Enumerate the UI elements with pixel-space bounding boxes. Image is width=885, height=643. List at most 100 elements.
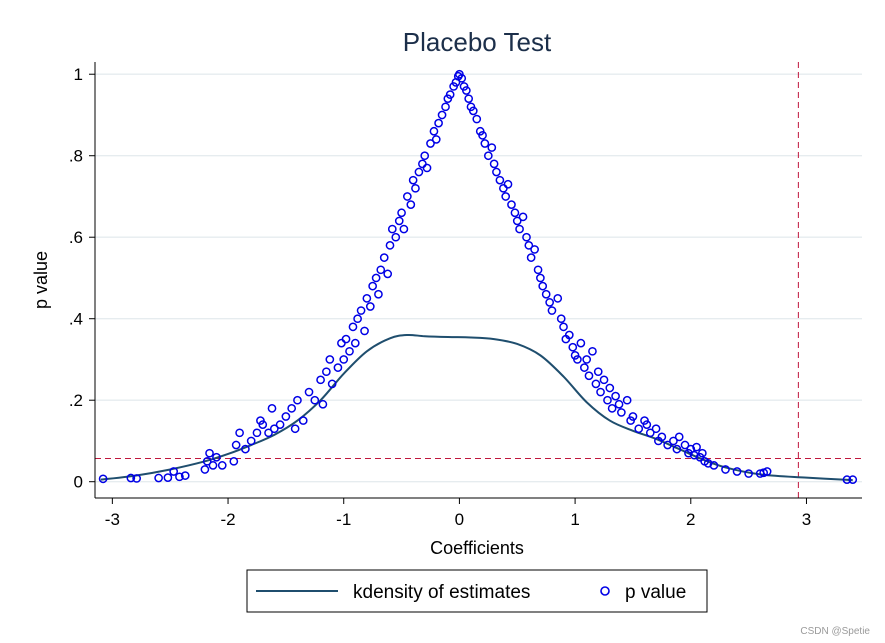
pvalue-point bbox=[290, 424, 300, 434]
pvalue-point bbox=[568, 342, 578, 352]
pvalue-points bbox=[98, 69, 858, 485]
pvalue-point bbox=[495, 175, 505, 185]
pvalue-point bbox=[406, 200, 416, 209]
pvalue-point bbox=[348, 322, 358, 332]
pvalue-point bbox=[217, 461, 227, 470]
y-tick-label-5: 1 bbox=[74, 65, 83, 84]
pvalue-point bbox=[689, 450, 699, 460]
pvalue-point bbox=[732, 467, 742, 476]
pvalue-point bbox=[721, 465, 730, 474]
pvalue-point bbox=[350, 338, 360, 348]
pvalue-point bbox=[434, 118, 443, 128]
pvalue-point bbox=[645, 428, 655, 438]
legend: kdensity of estimates p value bbox=[246, 569, 708, 613]
pvalue-point bbox=[325, 355, 335, 364]
pvalue-point bbox=[403, 192, 412, 201]
pvalue-point bbox=[499, 183, 508, 193]
x-axis-title: Coefficients bbox=[430, 538, 524, 558]
pvalue-point bbox=[674, 432, 684, 442]
pvalue-point bbox=[530, 245, 539, 254]
pvalue-point bbox=[611, 391, 620, 401]
pvalue-point bbox=[379, 253, 389, 262]
pvalue-point bbox=[376, 265, 386, 275]
pvalue-point bbox=[345, 346, 354, 356]
pvalue-point bbox=[698, 448, 707, 458]
pvalue-point bbox=[420, 151, 430, 161]
pvalue-point bbox=[368, 281, 377, 291]
pvalue-point bbox=[536, 273, 545, 283]
x-tick-label-5: 2 bbox=[686, 510, 695, 529]
pvalue-point bbox=[360, 326, 369, 336]
y-tick-label-0: 0 bbox=[74, 473, 83, 492]
pvalue-point bbox=[651, 424, 661, 434]
pvalue-point bbox=[205, 448, 214, 458]
pvalue-point bbox=[538, 281, 548, 291]
pvalue-point bbox=[212, 452, 221, 462]
legend-label-kdensity: kdensity of estimates bbox=[353, 582, 530, 603]
pvalue-point bbox=[445, 90, 455, 99]
pvalue-point bbox=[235, 428, 244, 438]
x-tick-label-1: -2 bbox=[220, 510, 235, 529]
pvalue-point bbox=[154, 473, 163, 483]
pvalue-point bbox=[669, 436, 678, 446]
pvalue-point bbox=[422, 163, 432, 173]
pvalue-point bbox=[672, 444, 682, 454]
pvalue-point bbox=[472, 114, 482, 124]
pvalue-point bbox=[492, 167, 501, 177]
pvalue-point bbox=[399, 224, 409, 234]
pvalue-point bbox=[252, 428, 262, 438]
pvalue-point bbox=[622, 395, 632, 405]
y-tick-label-4: .8 bbox=[69, 147, 83, 166]
pvalue-point bbox=[231, 440, 241, 450]
pvalue-point bbox=[429, 126, 439, 136]
pvalue-point bbox=[526, 253, 536, 262]
pvalue-point bbox=[371, 273, 381, 283]
pvalue-point bbox=[842, 475, 852, 485]
grid-lines bbox=[95, 73, 862, 483]
pvalue-point bbox=[267, 404, 277, 413]
pvalue-point bbox=[287, 404, 297, 413]
pvalue-point bbox=[353, 314, 362, 324]
pvalue-point bbox=[605, 383, 615, 393]
pvalue-point bbox=[512, 216, 522, 226]
chart-title: Placebo Test bbox=[403, 27, 552, 57]
pvalue-point bbox=[457, 73, 467, 83]
pvalue-point bbox=[98, 474, 108, 484]
pvalue-point bbox=[607, 404, 617, 413]
pvalue-point bbox=[264, 428, 273, 438]
pvalue-point bbox=[385, 241, 395, 250]
pvalue-point bbox=[545, 298, 555, 307]
pvalue-point bbox=[617, 408, 626, 417]
pvalue-point bbox=[365, 302, 375, 311]
pvalue-point bbox=[202, 456, 212, 466]
pvalue-point bbox=[524, 241, 534, 250]
pvalue-point bbox=[418, 159, 427, 169]
pvalue-point bbox=[200, 465, 210, 474]
pvalue-point bbox=[310, 395, 320, 405]
pvalue-point bbox=[489, 159, 499, 169]
y-tick-label-1: .2 bbox=[69, 391, 83, 410]
pvalue-point bbox=[269, 424, 279, 434]
pvalue-point bbox=[356, 306, 366, 315]
pvalue-point bbox=[126, 473, 136, 483]
pvalue-point bbox=[327, 379, 337, 389]
pvalue-point bbox=[339, 355, 349, 364]
y-tick-label-3: .6 bbox=[69, 228, 83, 247]
pvalue-point bbox=[318, 399, 328, 409]
pvalue-point bbox=[281, 412, 291, 421]
pvalue-point bbox=[614, 399, 624, 409]
pvalue-point bbox=[431, 135, 441, 144]
pvalue-point bbox=[593, 367, 603, 377]
pvalue-point bbox=[298, 416, 308, 425]
pvalue-point bbox=[603, 395, 612, 405]
pvalue-point bbox=[333, 363, 343, 372]
axes: -3 -2 -1 0 1 2 3 0 .2 .4 .6 .8 1 bbox=[69, 62, 862, 529]
pvalue-point bbox=[304, 387, 314, 397]
pvalue-point bbox=[599, 375, 609, 385]
pvalue-point bbox=[556, 314, 566, 324]
pvalue-point bbox=[692, 442, 701, 452]
legend-label-pvalue: p value bbox=[625, 582, 686, 603]
pvalue-point bbox=[533, 265, 543, 275]
pvalue-point bbox=[709, 461, 719, 470]
